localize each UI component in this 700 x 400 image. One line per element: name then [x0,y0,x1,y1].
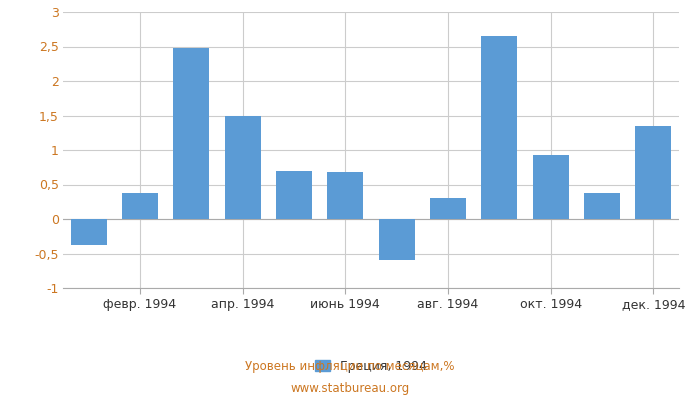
Bar [276,171,312,219]
Bar [122,193,158,219]
Text: Уровень инфляции по месяцам,%: Уровень инфляции по месяцам,% [245,360,455,373]
Bar [328,172,363,219]
Bar [584,193,620,219]
Text: www.statbureau.org: www.statbureau.org [290,382,410,395]
Bar [533,155,568,219]
Bar [174,48,209,219]
Bar [430,198,466,219]
Bar [379,219,414,260]
Bar [482,36,517,219]
Bar [225,116,260,219]
Legend: Греция, 1994: Греция, 1994 [310,355,432,378]
Bar [636,126,671,219]
Bar [71,219,106,245]
